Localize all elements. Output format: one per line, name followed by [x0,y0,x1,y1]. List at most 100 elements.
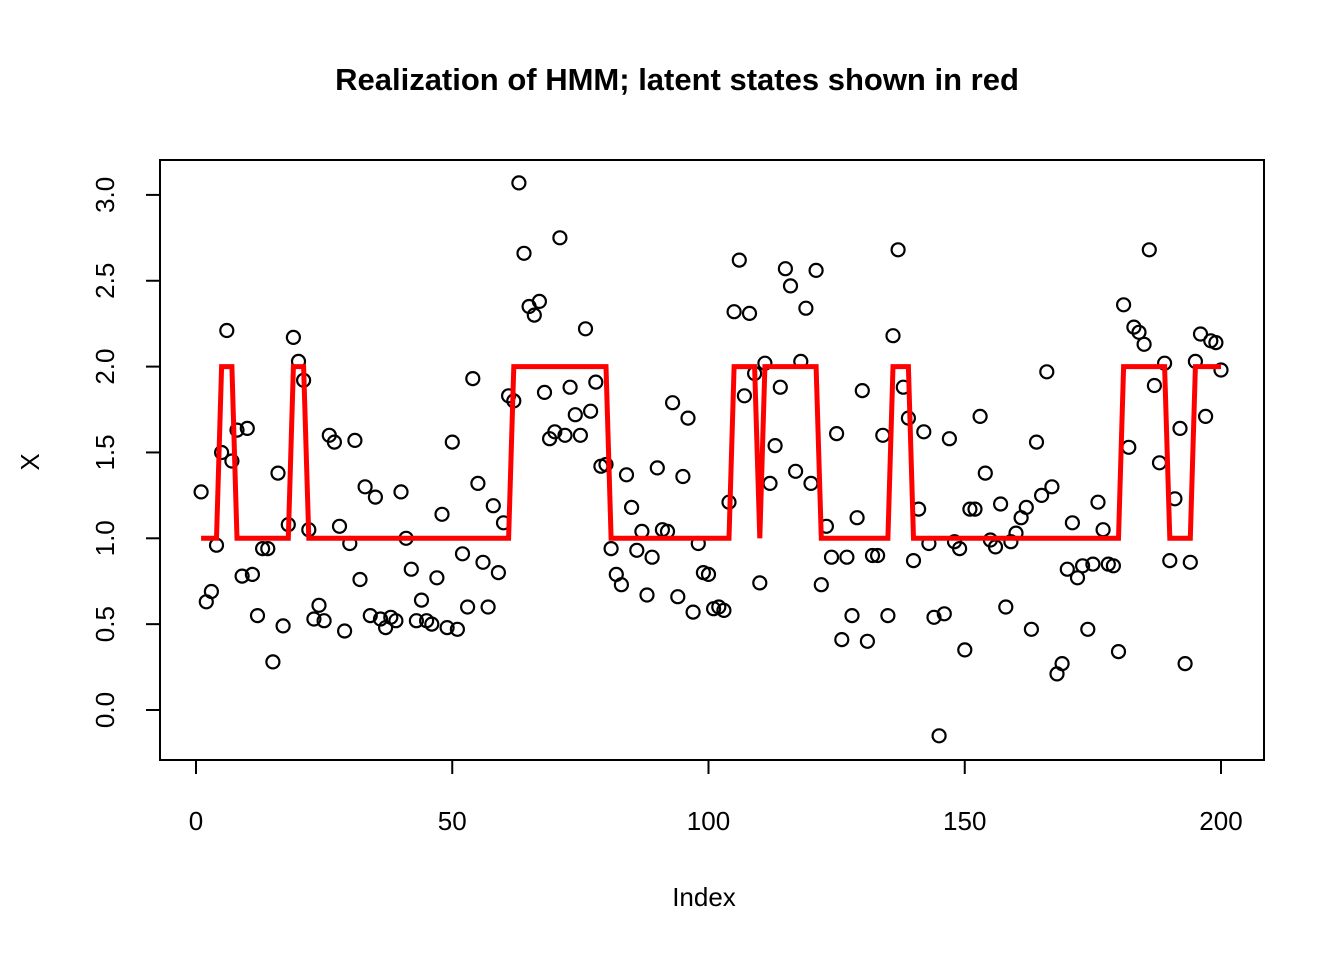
data-point [752,575,768,591]
data-point [306,611,322,627]
data-point [429,570,445,586]
data-point [1090,494,1106,510]
y-tick-label: 1.5 [90,434,120,470]
data-point [1064,515,1081,531]
data-point [700,566,717,583]
data-point [941,431,958,447]
data-point [741,305,758,321]
data-point [823,549,840,565]
data-point [1039,364,1055,380]
data-point [434,506,450,522]
data-point [639,587,655,603]
data-point [598,456,614,473]
data-point [367,489,383,505]
y-tick-label: 2.0 [90,349,120,385]
data-point [526,307,542,323]
data-point [849,510,865,526]
data-point [316,613,332,629]
data-point [439,619,455,636]
data-point [992,496,1009,512]
data-point [331,518,348,534]
data-point [352,571,368,588]
data-point [552,230,568,246]
data-point [859,633,876,649]
data-point [798,300,814,316]
data-point [444,434,460,450]
data-point [716,602,732,619]
data-point [1059,561,1075,577]
data-point [875,427,891,443]
data-point [998,599,1014,615]
data-point [649,460,665,476]
data-point [957,642,973,658]
data-point [388,613,404,629]
data-point [516,245,532,261]
data-point [962,501,978,517]
data-point [864,547,881,564]
data-point [244,566,260,583]
data-point [675,468,691,485]
data-point [547,424,563,440]
data-point [767,438,783,454]
x-tick-label: 50 [438,806,467,836]
data-point [670,589,686,605]
data-point [193,484,209,500]
y-tick-label: 0.0 [90,692,120,728]
data-point [1182,554,1198,570]
data-point [326,434,342,450]
data-point [460,599,476,615]
latent-state-line [201,364,1221,541]
data-point [1095,522,1111,538]
data-point [224,453,240,469]
data-point [347,432,363,448]
data-point [454,546,471,562]
data-point [1197,408,1214,424]
x-tick-label: 150 [943,806,986,836]
data-point [403,561,419,577]
y-tick-label: 3.0 [90,177,120,213]
data-point [285,329,301,345]
data-point [1162,552,1178,569]
data-point [531,293,548,309]
y-tick-label: 2.5 [90,263,120,299]
data-point [1018,499,1034,515]
data-point [1033,487,1050,503]
data-point [1172,420,1188,436]
data-point [275,618,291,634]
data-point [1028,434,1045,450]
data-point [485,498,501,514]
data-point [536,384,553,400]
data-point [1213,362,1229,378]
data-point [680,410,696,426]
x-tick-label: 0 [189,806,203,836]
data-point [424,616,440,632]
y-tick-label: 1.0 [90,520,120,556]
data-point [828,426,845,442]
data-point [234,568,250,584]
data-point [1105,558,1122,574]
data-point [951,540,968,557]
data-point [629,542,645,558]
plot-frame [159,159,1265,761]
data-point [1126,319,1142,335]
data-point [1136,336,1152,352]
data-point [787,463,804,479]
data-point [562,379,578,395]
data-point [685,604,701,620]
data-point [839,549,855,565]
x-tick-label: 200 [1199,806,1242,836]
data-point [311,597,327,613]
data-point [880,607,896,624]
x-tick-label: 100 [687,806,730,836]
data-point [731,252,747,268]
data-point [1110,643,1127,660]
data-point [357,479,373,495]
data-point [926,609,942,625]
data-point [270,465,286,481]
data-point [567,407,583,423]
data-point [782,278,799,294]
data-point [726,304,742,320]
data-point [808,262,824,278]
data-point [255,540,271,557]
data-point [936,606,952,622]
